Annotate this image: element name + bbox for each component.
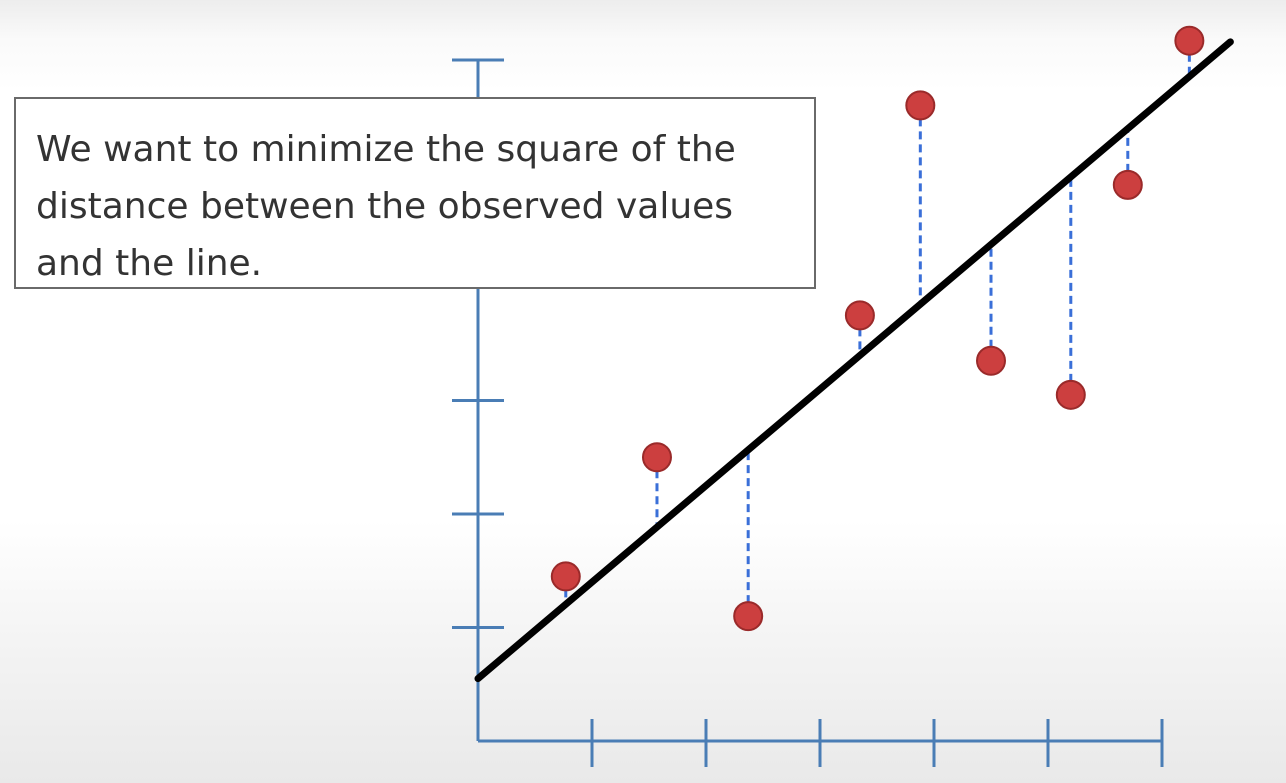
data-point bbox=[844, 300, 875, 331]
data-point bbox=[641, 442, 672, 473]
data-point bbox=[550, 561, 581, 592]
regression-line-group bbox=[474, 38, 1234, 683]
regression-line bbox=[474, 38, 1234, 683]
data-points bbox=[550, 25, 1205, 632]
data-point bbox=[1055, 379, 1086, 410]
residual-lines bbox=[564, 40, 1191, 617]
data-point bbox=[1174, 25, 1205, 56]
data-point bbox=[905, 90, 936, 121]
data-point bbox=[1112, 169, 1143, 200]
explanation-callout: We want to minimize the square of the di… bbox=[14, 97, 816, 289]
data-point bbox=[733, 601, 764, 632]
callout-text: We want to minimize the square of the di… bbox=[36, 129, 736, 284]
data-point bbox=[976, 345, 1006, 376]
